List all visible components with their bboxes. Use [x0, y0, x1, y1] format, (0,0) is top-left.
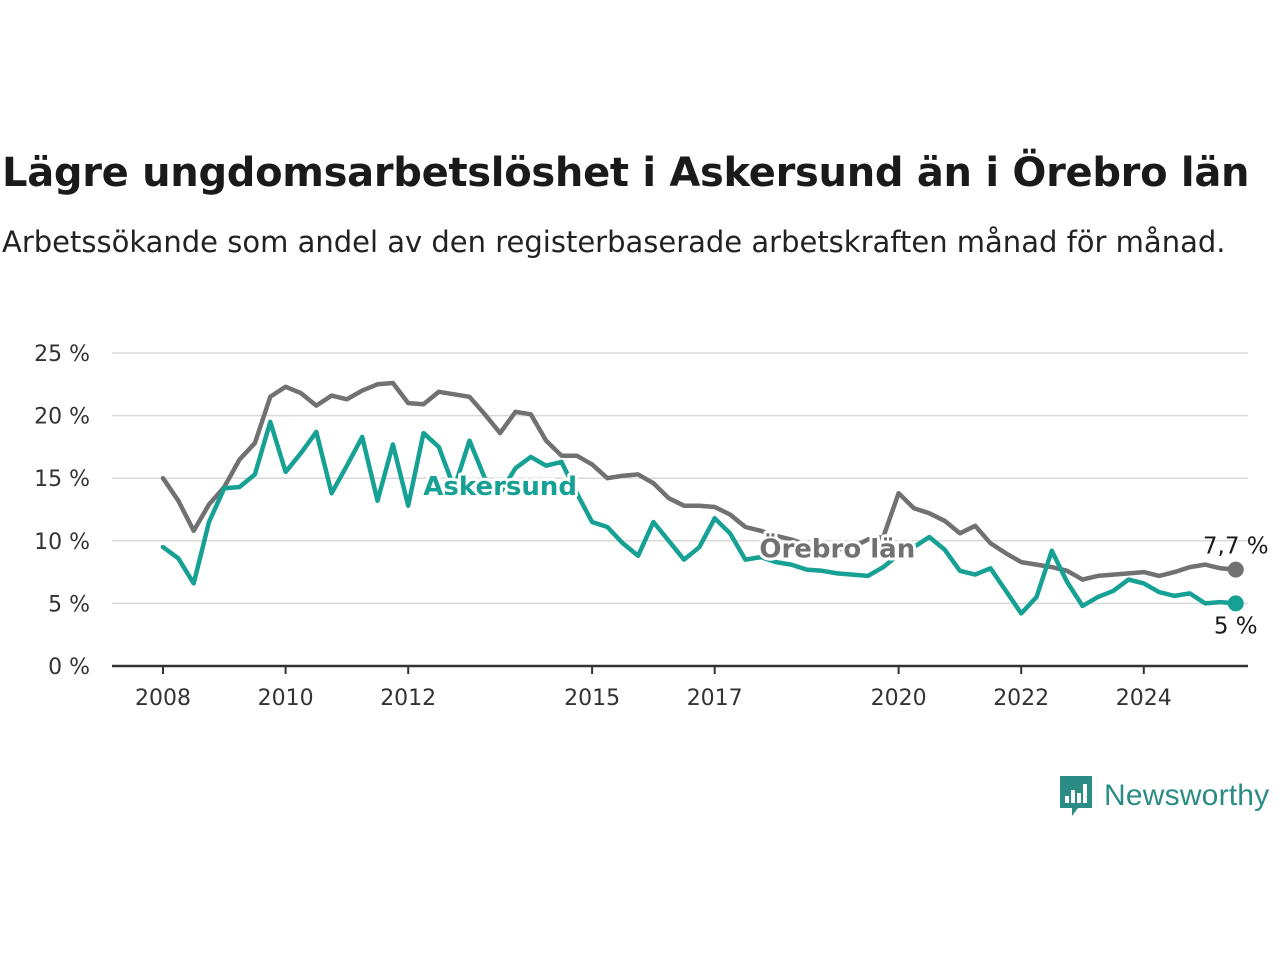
- y-tick-label: 25 %: [34, 342, 90, 367]
- y-tick-label: 5 %: [48, 592, 90, 617]
- x-tick-label: 2020: [871, 686, 927, 711]
- x-tick-label: 2024: [1116, 686, 1172, 711]
- brand-logo[interactable]: Newsworthy: [1058, 772, 1269, 820]
- y-tick-label: 15 %: [34, 467, 90, 492]
- newsworthy-logo-icon: [1060, 776, 1092, 816]
- end-point-askersund: [1227, 595, 1244, 612]
- end-value-label-askersund: 5 %: [1214, 613, 1258, 639]
- chart-subtitle: Arbetssökande som andel av den registerb…: [2, 225, 1226, 259]
- series-label-orebro-lan: Örebro län: [759, 532, 915, 565]
- series-line-orebro-lan: [160, 380, 1239, 582]
- chart-title: Lägre ungdomsarbetslöshet i Askersund än…: [2, 150, 1250, 196]
- x-tick-label: 2008: [135, 686, 191, 711]
- y-tick-label: 0 %: [48, 655, 90, 680]
- x-tick-label: 2017: [687, 686, 743, 711]
- x-tick-label: 2022: [993, 686, 1049, 711]
- line-chart: 0 % 5 % 10 % 15 % 20 % 25 % 2008 2010 2012 2015 20…: [34, 342, 1269, 711]
- end-point-orebro-lan: [1227, 561, 1244, 578]
- end-value-label-orebro-lan: 7,7 %: [1203, 534, 1269, 560]
- x-tick-label: 2015: [564, 686, 620, 711]
- series-label-askersund: Askersund: [423, 472, 577, 502]
- y-tick-label: 20 %: [34, 405, 90, 430]
- x-tick-label: 2012: [380, 686, 436, 711]
- brand-name: Newsworthy: [1104, 779, 1270, 812]
- y-tick-label: 10 %: [34, 530, 90, 555]
- x-tick-label: 2010: [258, 686, 314, 711]
- series-line-askersund: [160, 419, 1239, 616]
